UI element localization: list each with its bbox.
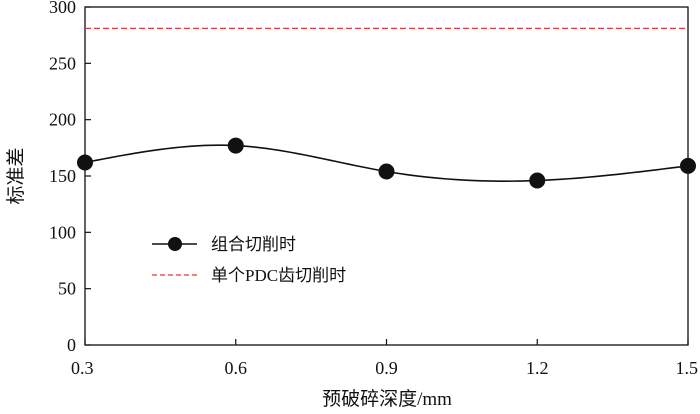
y-tick-label-6: 300	[49, 0, 76, 17]
legend: 组合切削时 单个PDC齿切削时	[152, 235, 346, 285]
series-1-point-0	[77, 154, 93, 171]
y-tick-label-5: 250	[49, 53, 76, 73]
series-1-point-3	[529, 172, 546, 189]
x-tick-label-2: 0.9	[375, 358, 398, 378]
y-tick-label-3: 150	[49, 166, 76, 186]
series-layer	[77, 27, 696, 189]
y-tick-label-4: 200	[49, 110, 76, 130]
y-axis-title: 标准差	[5, 147, 27, 204]
y-tick-label-2: 100	[49, 222, 76, 242]
legend-label-series-2: 单个PDC齿切削时	[211, 266, 346, 285]
x-tick-label-3: 1.2	[526, 358, 549, 378]
series-1-point-1	[227, 137, 244, 154]
x-tick-label-0: 0.3	[71, 358, 94, 378]
x-tick-label-4: 1.5	[676, 358, 699, 378]
series-1-point-2	[378, 163, 395, 180]
y-tick-label-1: 50	[58, 279, 76, 299]
legend-label-series-1: 组合切削时	[211, 235, 296, 254]
x-axis-title: 预破碎深度/mm	[322, 388, 452, 410]
x-axis: 0.3 0.6 0.9 1.2 1.5	[71, 339, 698, 378]
legend-marker-series-1	[168, 237, 182, 251]
series-1-point-4	[680, 157, 696, 174]
x-tick-label-1: 0.6	[225, 358, 248, 378]
y-tick-label-0: 0	[67, 335, 76, 355]
y-axis: 0 50 100 150 200 250 300	[49, 0, 91, 355]
